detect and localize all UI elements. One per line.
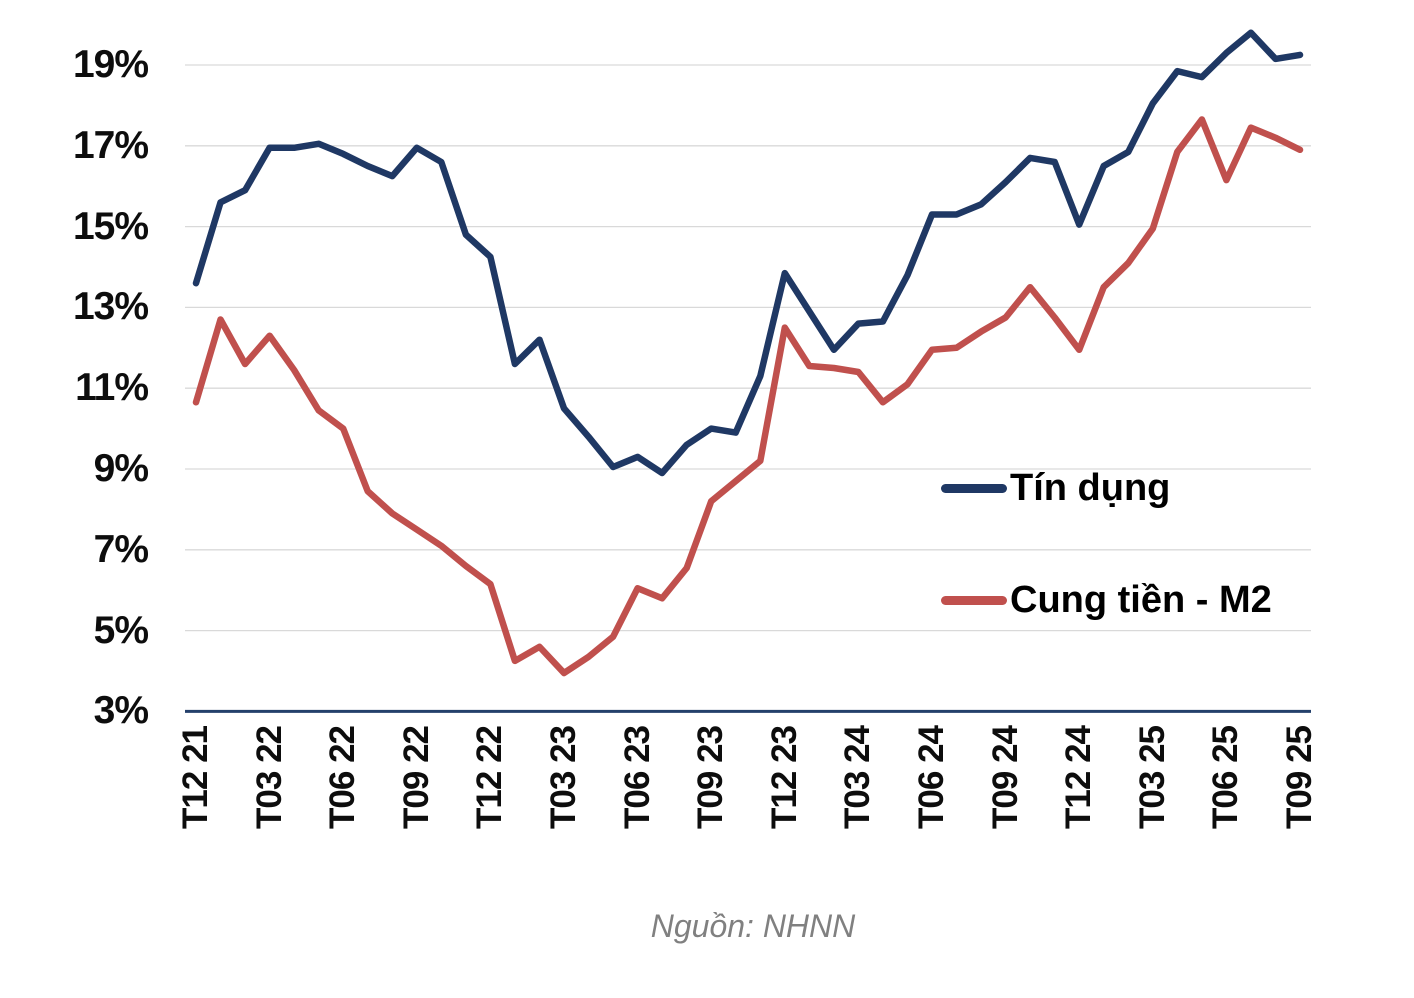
y-axis-label: 17%: [72, 123, 149, 167]
cung-tien-m2-line-swatch-icon: [941, 595, 1007, 605]
legend-label-tin-dung: Tín dụng: [1010, 466, 1171, 509]
x-axis-label: T09 23: [691, 726, 731, 829]
x-axis-label: T09 25: [1280, 726, 1319, 829]
y-axis-label: 7%: [93, 527, 149, 571]
x-axis-label: T03 24: [838, 726, 878, 829]
x-axis-label: T09 24: [985, 726, 1025, 829]
x-axis-label: T12 24: [1059, 726, 1099, 829]
x-axis-label: T12 22: [470, 726, 510, 829]
x-axis-label: T12 21: [176, 726, 215, 829]
x-axis-label: T06 22: [323, 726, 363, 829]
y-axis-label: 15%: [72, 204, 149, 248]
x-axis-label: T12 23: [764, 726, 804, 829]
x-axis-label: T03 25: [1132, 726, 1172, 829]
x-axis-label: T06 25: [1206, 726, 1246, 829]
y-axis-label: 9%: [93, 447, 149, 490]
tin-dung-line-swatch-icon: [941, 483, 1007, 493]
x-axis-label: T09 22: [396, 726, 436, 829]
y-axis-label: 5%: [93, 608, 149, 652]
series-line-t-n-d-ng: [192, 29, 1304, 477]
source-note: Nguồn: NHNN: [650, 908, 856, 944]
legend-item-cung-tien-m2: Cung tiền - M2: [941, 574, 1272, 626]
y-axis-label: 11%: [75, 366, 149, 410]
x-axis-label: T06 24: [912, 726, 951, 829]
y-axis-label: 13%: [72, 285, 149, 329]
x-axis-label: T03 23: [544, 726, 583, 829]
x-axis-label: T06 23: [617, 726, 657, 829]
legend-item-tin-dung: Tín dụng: [941, 462, 1170, 514]
series-line-cung-ti-n-m2: [192, 116, 1304, 677]
y-axis-label: 3%: [93, 689, 149, 733]
legend-label-cung-tien-m2: Cung tiền - M2: [1010, 578, 1272, 621]
x-axis-label: T03 22: [249, 726, 289, 829]
y-axis-label: 19%: [72, 43, 149, 86]
